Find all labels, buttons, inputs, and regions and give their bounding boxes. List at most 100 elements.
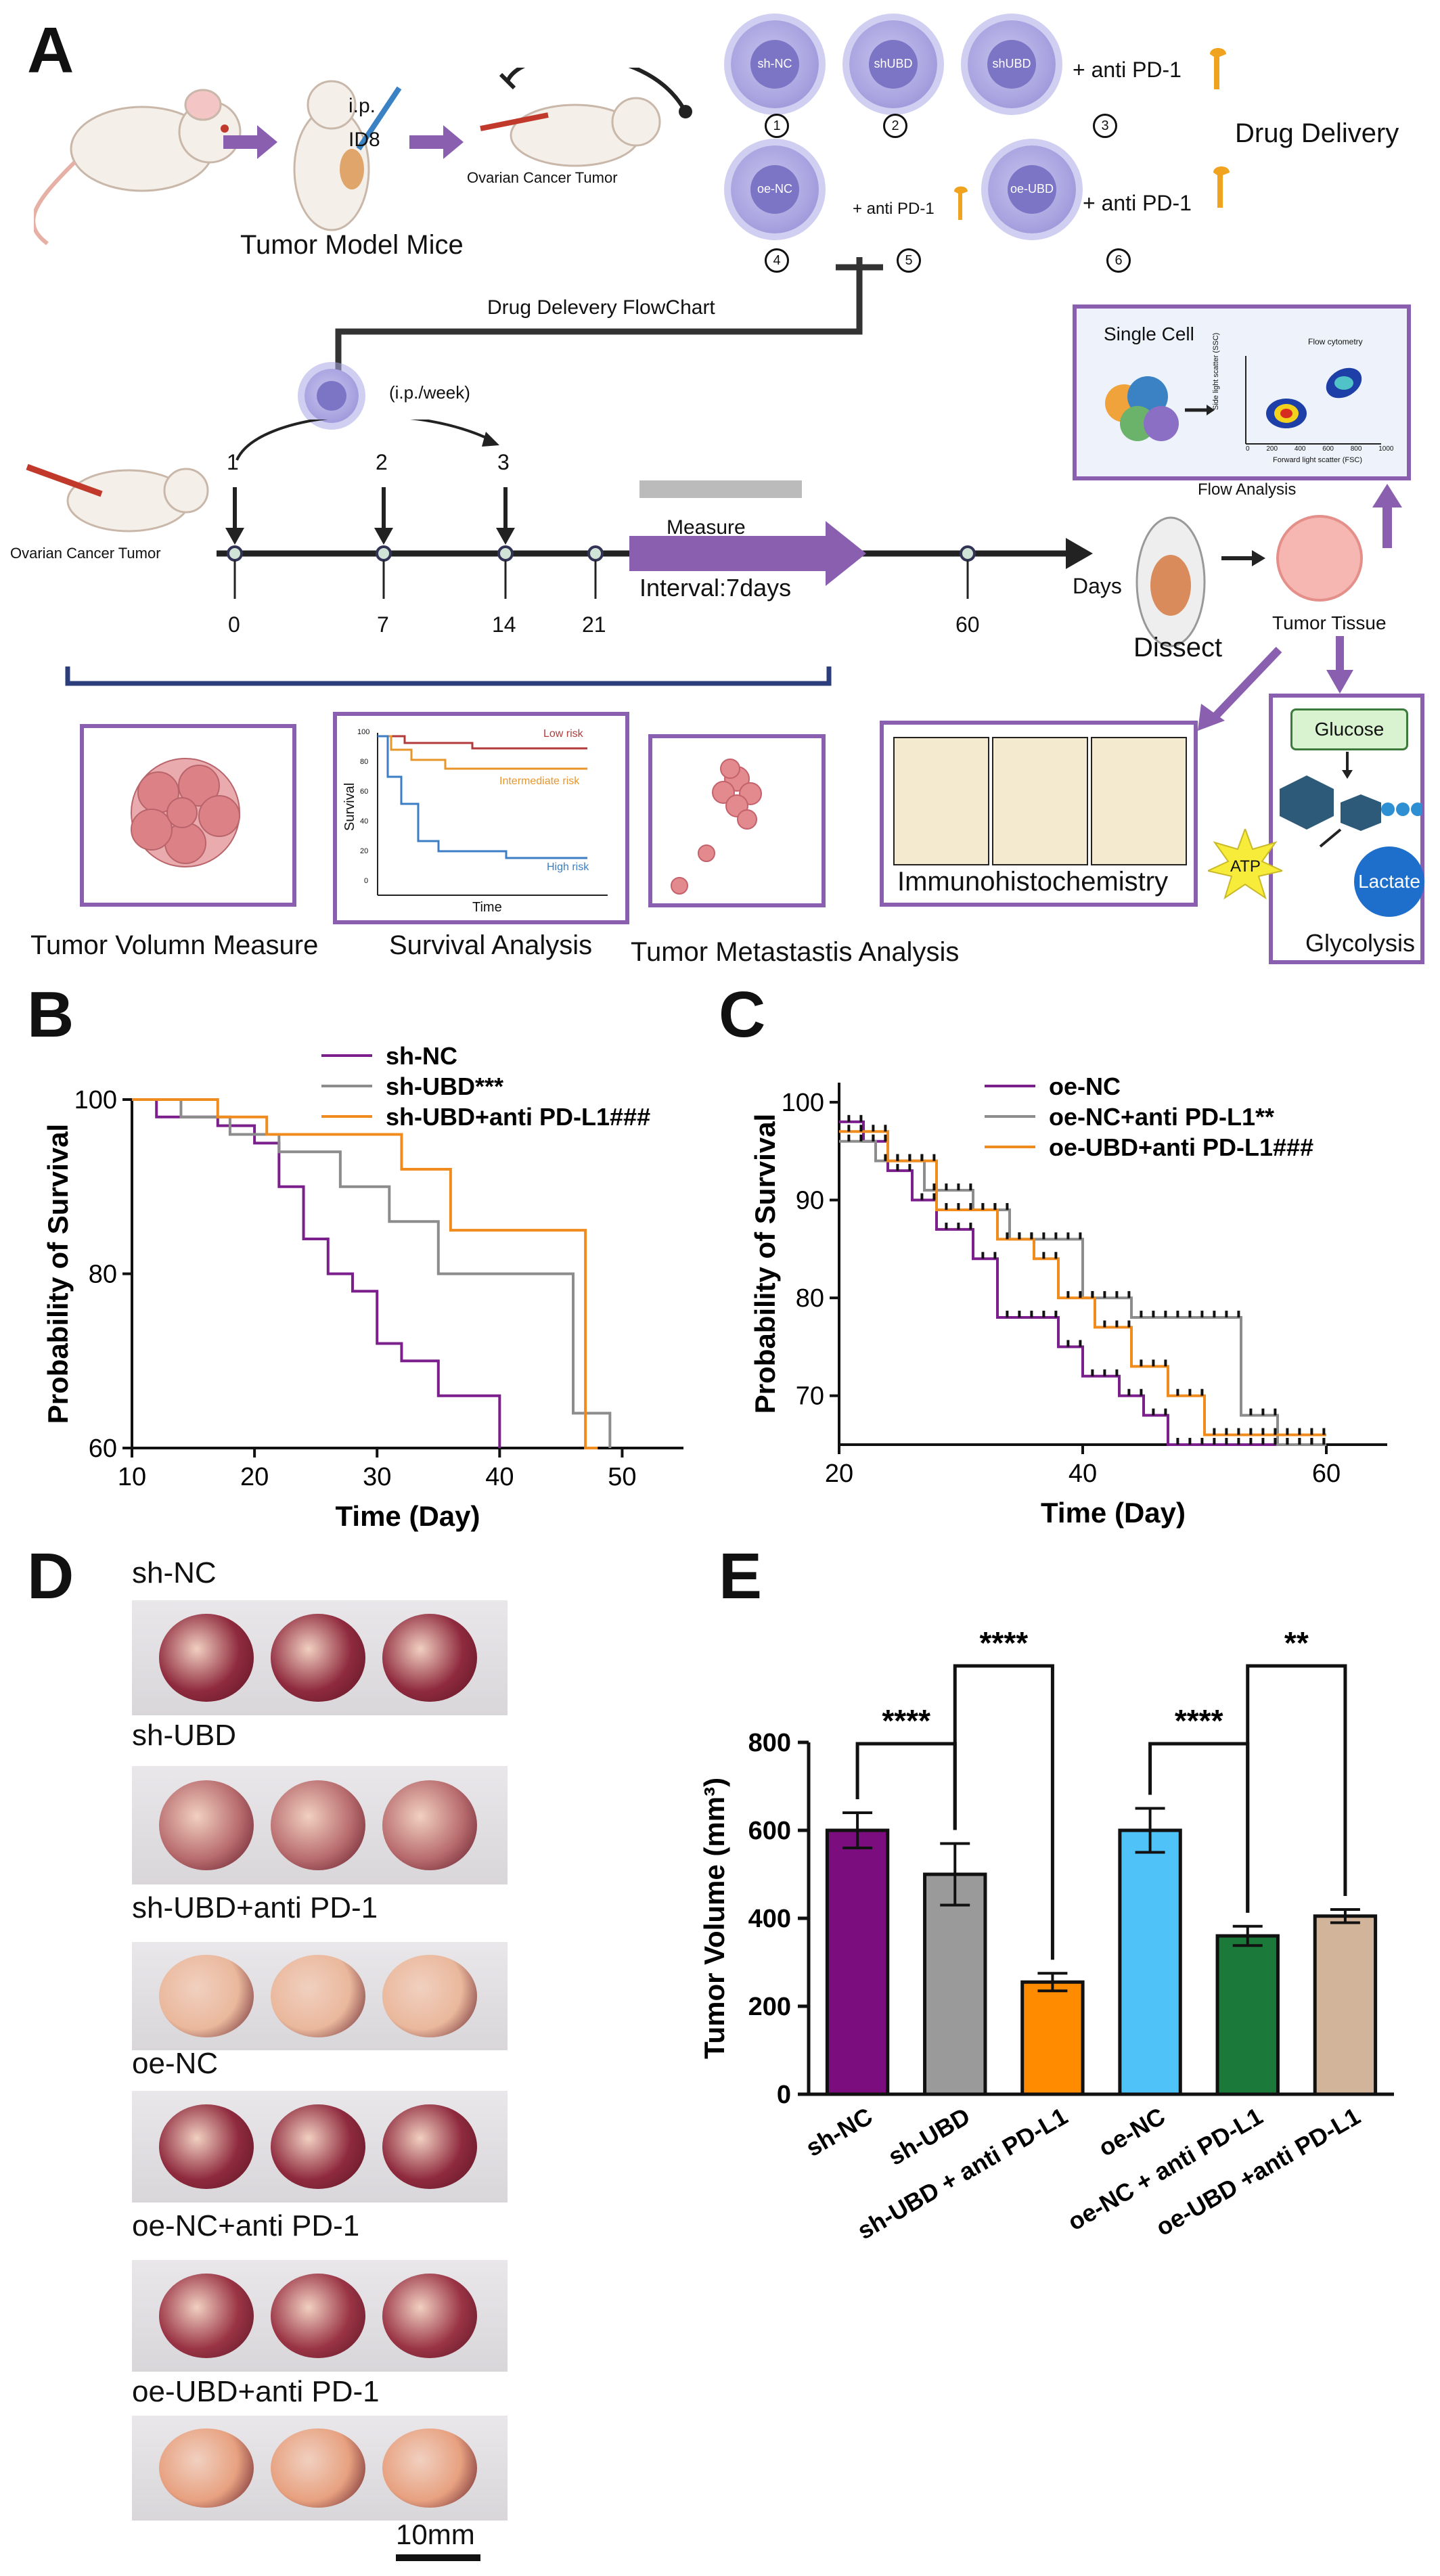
- tumor-sample: [159, 1955, 254, 2037]
- flow-y-axis-label: Side light scatter (SSC): [1212, 332, 1220, 410]
- significance-bracket: [953, 1664, 1054, 1960]
- flowchart-connector: [335, 257, 883, 379]
- y-tick-label: 800: [748, 1729, 791, 1757]
- series-line-3: [132, 1098, 598, 1449]
- cell-icon-oe-ubd: oe-UBD: [988, 145, 1076, 233]
- flow-cytometry-plot: [1105, 356, 1381, 445]
- scale-bar: [396, 2554, 480, 2561]
- significance-label: ****: [1175, 1703, 1223, 1738]
- km-ytick-100: 100: [357, 728, 370, 736]
- x-tick-label: 50: [608, 1463, 636, 1491]
- group-number-6: 6: [1106, 248, 1131, 273]
- tumor-sample: [159, 2273, 254, 2359]
- measure-label: Measure: [667, 516, 746, 539]
- antibody-icon: [954, 186, 968, 220]
- series-line-2: [132, 1098, 612, 1448]
- y-tick-label: 200: [748, 1993, 791, 2021]
- ihc-slide: [1091, 737, 1187, 865]
- tumor-model-mice-label: Tumor Model Mice: [240, 230, 464, 260]
- bracket: [65, 666, 832, 686]
- panel-label-c: C: [719, 978, 766, 1051]
- panel-label-e: E: [719, 1540, 763, 1612]
- ovarian-tumor-label-left: Ovarian Cancer Tumor: [10, 545, 161, 562]
- y-tick-label: 100: [782, 1089, 824, 1117]
- cell-icon-shubd-pd1: shUBD: [968, 20, 1056, 108]
- flowchart-title: Drug Delevery FlowChart: [487, 296, 715, 319]
- dose-number-2: 2: [376, 450, 388, 474]
- x-tick-label: 30: [363, 1463, 391, 1491]
- tumor-sample: [159, 1780, 254, 1870]
- timeline-tick-7: 7: [377, 612, 389, 637]
- y-axis-label: Probability of Survival: [42, 1124, 74, 1424]
- antibody-icon: [1213, 166, 1230, 208]
- mouse-injection-icon: [293, 80, 402, 231]
- timeline-diagram: [217, 420, 1093, 599]
- purple-arrows: [1198, 636, 1353, 731]
- group-number-4: 4: [765, 248, 789, 273]
- km-x-label: Time: [472, 900, 502, 915]
- dissect-label: Dissect: [1133, 633, 1223, 662]
- y-tick-label: 600: [748, 1817, 791, 1845]
- x-tick-label: 60: [1312, 1460, 1341, 1488]
- tumor-photo: [132, 1766, 508, 1884]
- series-line-3: [839, 1130, 1326, 1437]
- metastasis-icon: [671, 759, 762, 895]
- cell-icon-sh-nc: sh-NC: [731, 20, 819, 108]
- flow-analysis-label: Flow Analysis: [1198, 480, 1297, 499]
- arrow-icon: [223, 125, 277, 159]
- x-tick-label: oe-NC: [1094, 2102, 1169, 2162]
- cell-icon-timeline: [305, 369, 359, 423]
- km-illustration: [377, 733, 608, 896]
- x-tick-label: 40: [485, 1463, 514, 1491]
- dose-number-1: 1: [227, 450, 239, 474]
- significance-label: ****: [980, 1625, 1029, 1660]
- panel-label-a: A: [27, 14, 74, 87]
- tumor-photo: [132, 2416, 508, 2521]
- flow-cytometry-title: Flow cytometry: [1308, 337, 1363, 346]
- km-ytick-60: 60: [360, 788, 369, 796]
- tumor-photo: [132, 1942, 508, 2050]
- bar: [1215, 1934, 1280, 2096]
- cell-icon-shubd: shUBD: [849, 20, 937, 108]
- anti-pd1-label-5: + anti PD-1: [853, 200, 935, 218]
- km-ytick-40: 40: [360, 817, 369, 826]
- flow-x-axis-label: Forward light scatter (FSC): [1273, 456, 1363, 464]
- panel-label-d: D: [27, 1540, 74, 1612]
- group-number-1: 1: [765, 114, 789, 138]
- tumor-sample: [271, 2428, 365, 2508]
- tumor-volume-box: [80, 724, 296, 907]
- bar: [923, 1872, 987, 2096]
- x-tick-label: 10: [118, 1463, 146, 1491]
- antibody-icon: [1210, 48, 1226, 89]
- km-high-risk-label: High risk: [547, 861, 589, 873]
- flow-analysis-box: Single Cell Flow cytometry Forward light…: [1073, 304, 1411, 480]
- y-tick-label: 400: [748, 1905, 791, 1933]
- tumor-sample: [159, 1614, 254, 1702]
- x-tick-label: 40: [1068, 1460, 1097, 1488]
- ihc-label: Immunohistochemistry: [897, 867, 1169, 897]
- legend-label: oe-NC+anti PD-L1**: [1049, 1103, 1274, 1131]
- lactate-circle: Lactate: [1354, 846, 1424, 917]
- bar: [1020, 1980, 1085, 2096]
- mouse-illustrations: [34, 68, 692, 246]
- ip-label: i.p.: [348, 95, 376, 117]
- km-low-risk-label: Low risk: [543, 728, 583, 740]
- group-label: oe-NC+anti PD-1: [132, 2209, 360, 2242]
- y-tick-label: 90: [796, 1187, 824, 1215]
- anti-pd1-label-6: + anti PD-1: [1083, 191, 1192, 215]
- bar: [1313, 1914, 1378, 2096]
- group-label: sh-UBD+anti PD-1: [132, 1891, 378, 1924]
- km-intermediate-label: Intermediate risk: [499, 775, 580, 787]
- single-cell-label: Single Cell: [1104, 323, 1194, 344]
- metastasis-label: Tumor Metastastis Analysis: [631, 937, 960, 967]
- mouse-icon: [34, 89, 242, 246]
- group-label: sh-UBD: [132, 1719, 237, 1752]
- tumor-sample: [382, 1614, 477, 1702]
- days-label: Days: [1073, 574, 1122, 598]
- survival-chart-c: 20 40 60 70 80 90 100 Time (Day) Probability of …: [749, 1072, 1387, 1529]
- ihc-slide: [893, 737, 989, 865]
- y-tick-label: 100: [74, 1086, 117, 1114]
- ihc-box: Immunohistochemistry: [880, 721, 1198, 907]
- significance-bracket: [1246, 1664, 1347, 1913]
- tumor-sample: [382, 1955, 477, 2037]
